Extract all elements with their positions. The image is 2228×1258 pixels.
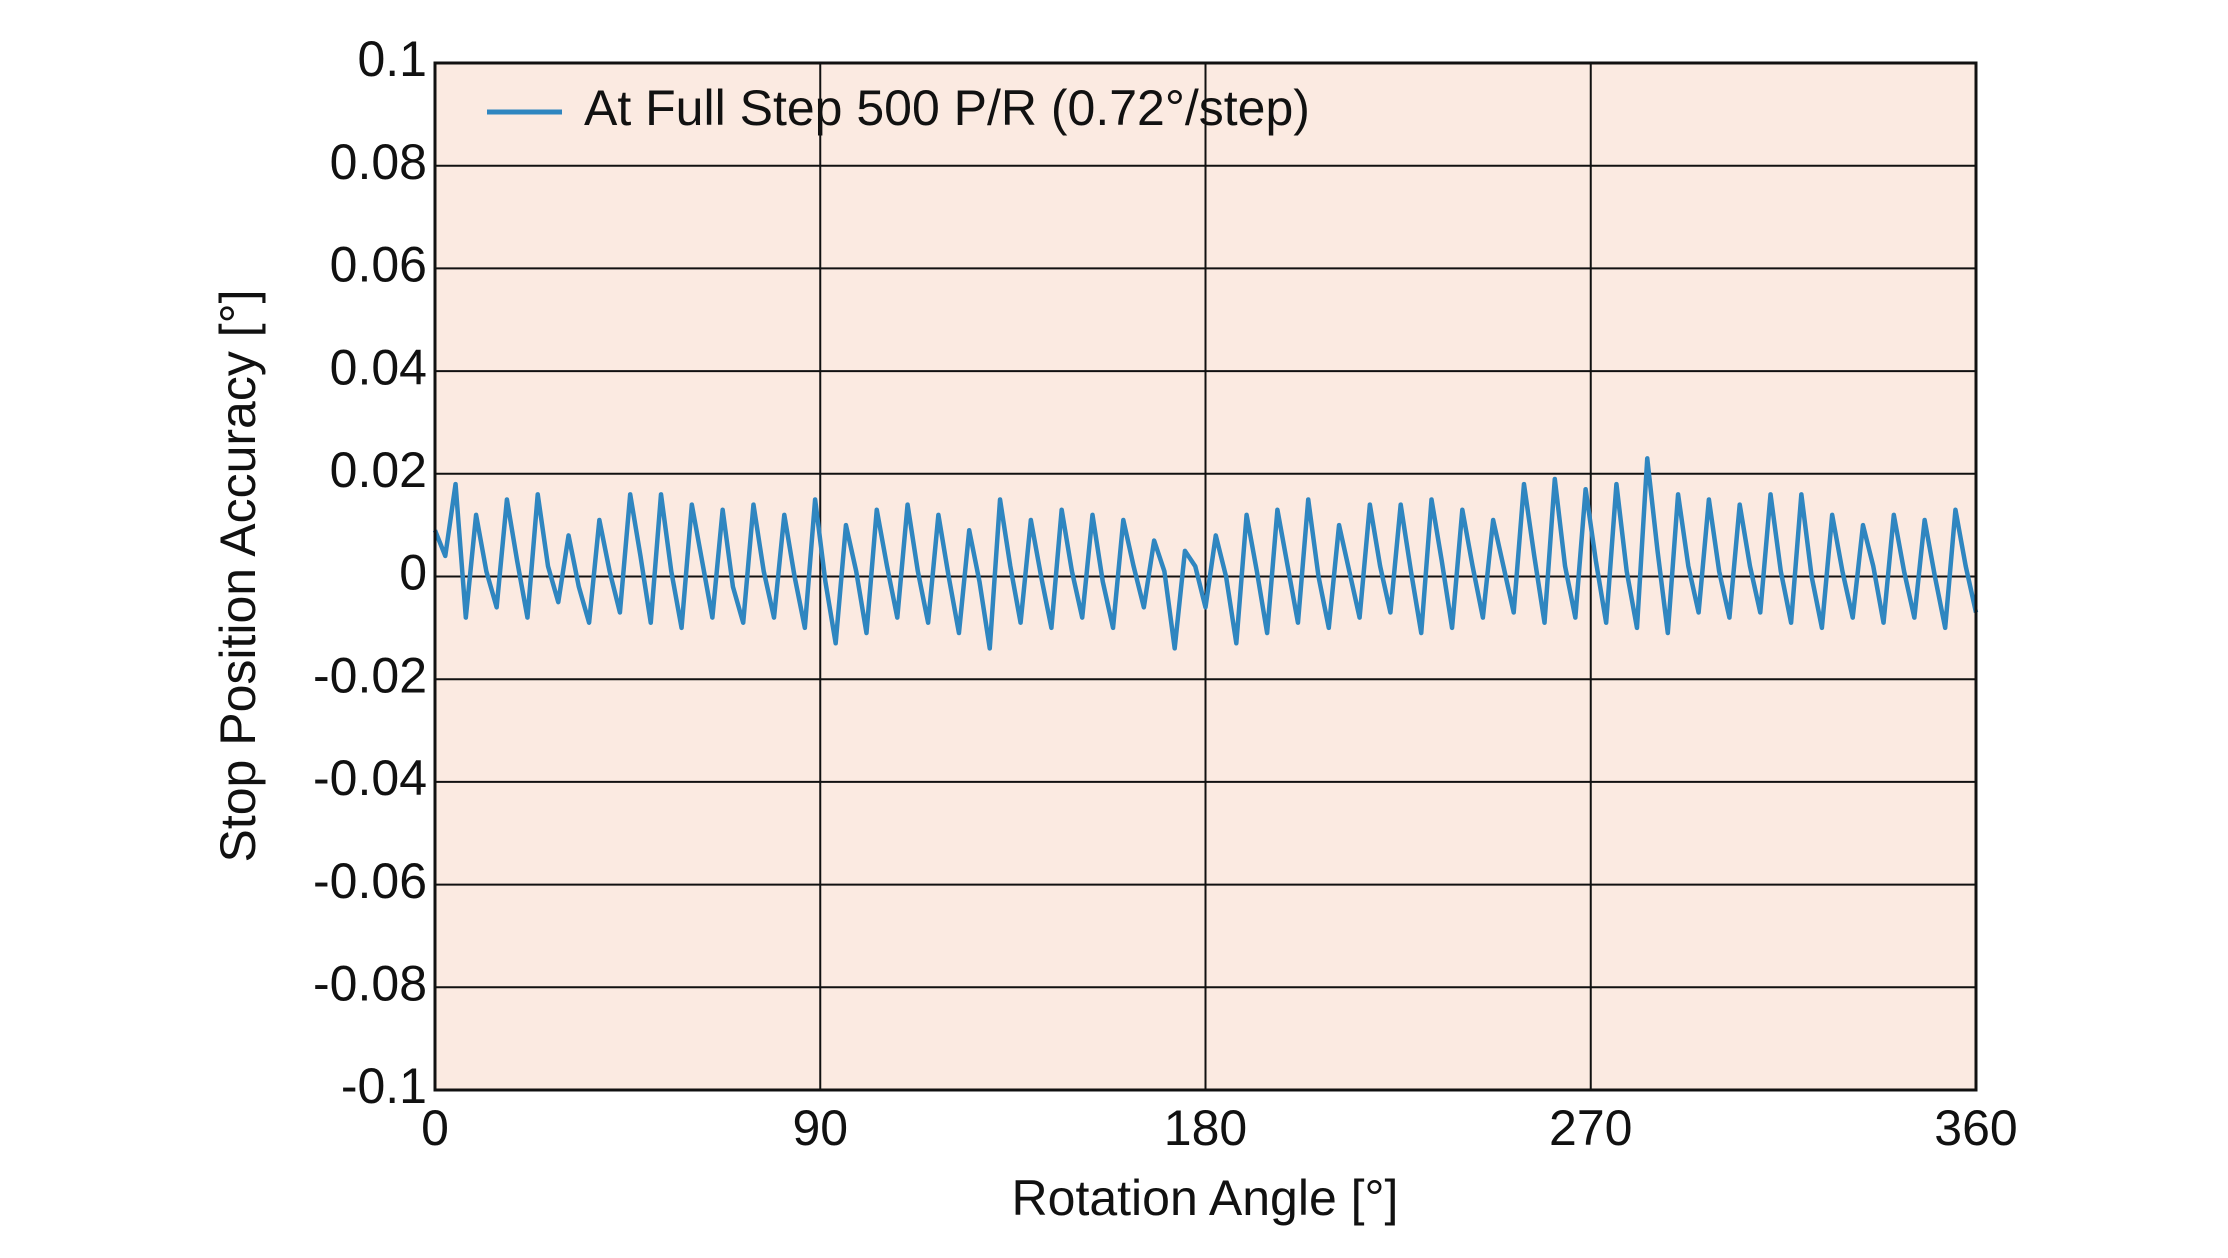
y-tick-label: 0.02 [330,442,427,498]
x-tick-label: 270 [1549,1100,1632,1156]
x-tick-label: 360 [1934,1100,2017,1156]
y-tick-label: 0.1 [357,31,427,87]
legend-label: At Full Step 500 P/R (0.72°/step) [584,80,1310,136]
y-tick-label: -0.04 [313,750,427,806]
y-tick-label: -0.02 [313,647,427,703]
y-tick-label: 0.06 [330,237,427,293]
data-line [432,456,1979,651]
plot-frame [433,61,1978,1092]
y-axis-label: Stop Position Accuracy [°] [210,289,266,862]
x-tick-label: 180 [1164,1100,1247,1156]
y-tick-label: 0 [399,545,427,601]
x-axis-label: Rotation Angle [°] [1012,1170,1399,1226]
x-tick-label: 90 [792,1100,848,1156]
y-tick-label: 0.04 [330,339,427,395]
x-tick-label: 0 [421,1100,449,1156]
y-tick-label: -0.06 [313,853,427,909]
y-tick-label: -0.1 [341,1058,427,1114]
y-tick-label: 0.08 [330,134,427,190]
y-tick-label: -0.08 [313,956,427,1012]
